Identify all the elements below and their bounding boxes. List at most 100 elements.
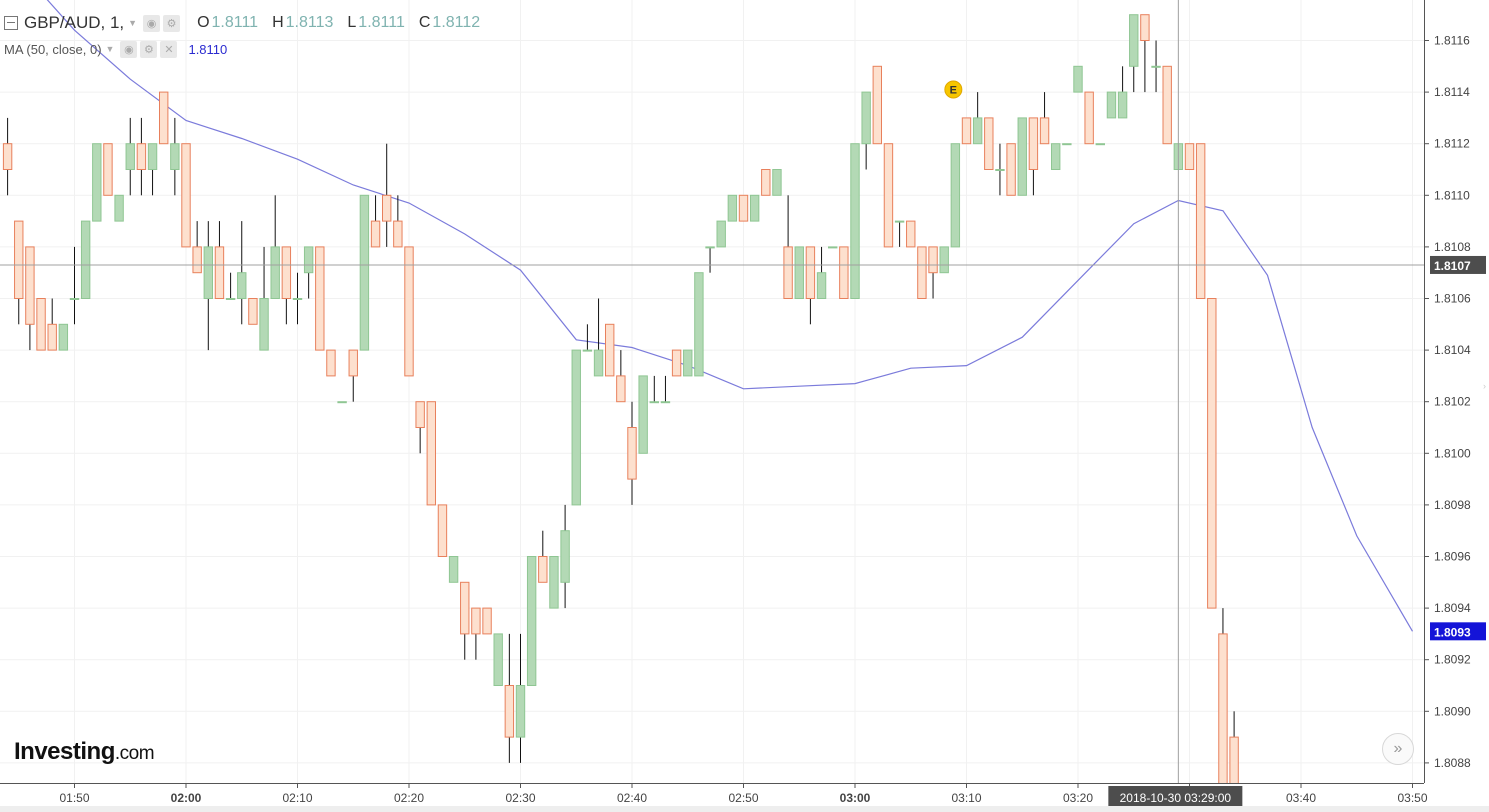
candle: [816, 246, 827, 300]
bottom-scrollbar[interactable]: [0, 806, 1489, 812]
candle: [526, 556, 537, 686]
candle: [839, 246, 849, 299]
candle-body-up: [125, 143, 135, 170]
candle: [906, 220, 916, 248]
candle: [326, 349, 336, 377]
candle: [248, 298, 258, 325]
candle: [303, 246, 314, 299]
time-tick-label: 02:20: [394, 791, 424, 805]
chevron-down-icon[interactable]: ▼: [105, 44, 115, 54]
candle: [426, 401, 437, 506]
close-value: 1.8112: [432, 14, 481, 31]
candle-body-down: [805, 246, 816, 299]
candle-body-up: [515, 685, 526, 738]
time-tick-label: 02:30: [505, 791, 535, 805]
candle: [382, 143, 392, 247]
candle: [504, 633, 515, 763]
time-tick-label: 03:00: [840, 791, 871, 805]
candle: [1140, 14, 1150, 93]
event-badge-text: E: [950, 85, 957, 97]
indicator-value: 1.8110: [188, 41, 228, 57]
candle-body-up: [170, 143, 180, 170]
candle-body-up: [716, 220, 726, 248]
candle: [961, 117, 972, 145]
eye-icon[interactable]: ◉: [120, 40, 138, 58]
event-layer[interactable]: E: [944, 80, 963, 99]
time-tick-label: 02:10: [282, 791, 312, 805]
price-tick-label: 1.8096: [1434, 550, 1471, 564]
candle: [292, 272, 303, 325]
candle: [114, 194, 124, 222]
candle: [972, 92, 983, 145]
candle: [984, 117, 994, 170]
candle: [560, 504, 570, 609]
candle: [493, 633, 503, 687]
candle-body-up: [58, 323, 69, 351]
open-value: 1.8111: [211, 14, 259, 31]
time-axis[interactable]: 01:50 02:00 02:10 02:20 02:30 02:40 02:50 03:00…: [0, 783, 1489, 812]
candle: [1051, 143, 1061, 170]
candle-body-up: [894, 220, 905, 223]
candle-body-up: [1129, 14, 1139, 67]
candle-body-down: [14, 220, 24, 300]
candle: [14, 220, 24, 325]
candle: [861, 91, 871, 170]
candle-body-down: [404, 246, 414, 377]
chevron-right-icon[interactable]: ›: [1483, 381, 1486, 391]
candle: [69, 246, 80, 325]
candle: [1218, 608, 1228, 790]
open-label: O: [197, 14, 210, 31]
candle-body-up: [683, 349, 693, 377]
price-tick-label: 1.8106: [1434, 292, 1471, 306]
candle: [660, 375, 671, 404]
crosshair: [0, 0, 1424, 783]
scroll-to-realtime-button[interactable]: »: [1382, 733, 1414, 765]
investing-logo[interactable]: Investing.com: [14, 738, 155, 766]
candle-body-down: [783, 246, 793, 299]
price-tick-label: 1.8110: [1434, 188, 1470, 202]
price-axis[interactable]: 1.8116 1.8114 1.8112 1.8110 1.8108 1.8106 1.81…: [1424, 0, 1489, 783]
economic-event-marker[interactable]: E: [944, 80, 963, 99]
gear-icon[interactable]: ⚙: [163, 14, 181, 32]
crosshair-price-text: 1.8107: [1434, 259, 1471, 273]
candle-body-up: [571, 349, 581, 506]
candle-body-down: [1006, 143, 1016, 196]
close-icon[interactable]: ✕: [160, 40, 178, 58]
eye-icon[interactable]: ◉: [143, 14, 161, 32]
price-tick-label: 1.8088: [1434, 756, 1471, 770]
candle-body-down: [136, 143, 147, 170]
candle: [883, 143, 894, 248]
chevron-down-icon[interactable]: ▼: [128, 18, 138, 28]
candle-body-up: [972, 117, 983, 145]
candle: [1162, 65, 1172, 145]
candle-body-down: [961, 117, 972, 145]
candle-body-down: [382, 194, 392, 222]
candle-body-up: [259, 298, 269, 351]
candle-body-up: [203, 246, 214, 299]
candle: [393, 195, 403, 248]
price-tick-label: 1.8094: [1434, 601, 1471, 615]
candle: [828, 246, 838, 249]
collapse-icon[interactable]: [4, 16, 18, 30]
gear-icon[interactable]: ⚙: [140, 40, 158, 58]
candle: [939, 246, 949, 274]
crosshair-time-text: 2018-10-30 03:29:00: [1120, 791, 1232, 805]
candle: [1195, 143, 1206, 299]
price-tick-label: 1.8098: [1434, 498, 1471, 512]
candle-body-up: [69, 298, 80, 300]
logo-main: Investing: [14, 738, 115, 765]
candle: [549, 556, 559, 609]
candle-body-up: [292, 298, 303, 300]
candle-body-up: [237, 272, 247, 300]
time-tick-label: 02:40: [617, 791, 647, 805]
price-tick-label: 1.8092: [1434, 653, 1471, 667]
candle-body-down: [671, 349, 682, 377]
candle-body-up: [638, 375, 648, 454]
candle-body-up: [337, 401, 347, 404]
ma-line-layer: [46, 0, 1414, 632]
candle: [772, 169, 782, 196]
candle: [181, 143, 191, 248]
candle-body-down: [326, 349, 336, 377]
candle-body-down: [984, 117, 994, 170]
